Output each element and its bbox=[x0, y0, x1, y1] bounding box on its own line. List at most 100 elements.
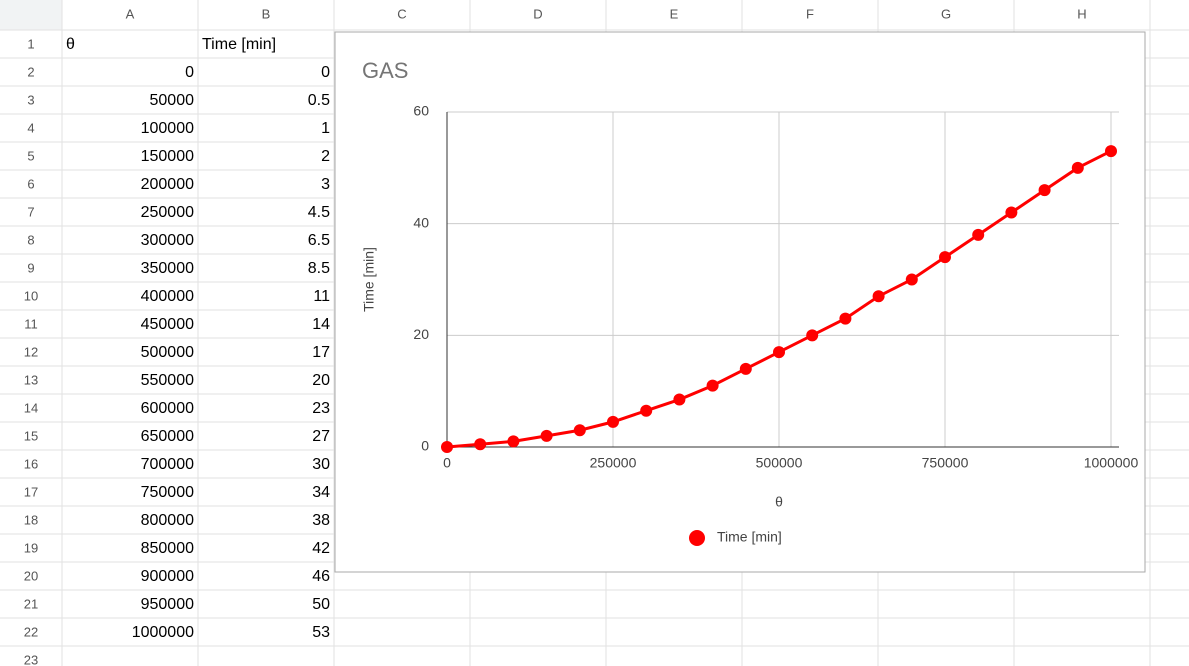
cell[interactable]: 350000 bbox=[141, 260, 194, 277]
row-number[interactable]: 13 bbox=[24, 372, 38, 387]
row-number[interactable]: 11 bbox=[24, 316, 38, 331]
cell[interactable]: 8.5 bbox=[308, 260, 330, 277]
row-number[interactable]: 4 bbox=[27, 120, 34, 135]
cell[interactable]: Time [min] bbox=[202, 36, 276, 53]
y-tick-label: 20 bbox=[413, 326, 429, 342]
cell[interactable]: 850000 bbox=[141, 540, 194, 557]
row-number[interactable]: 22 bbox=[24, 624, 38, 639]
cell[interactable]: 150000 bbox=[141, 148, 194, 165]
data-point bbox=[540, 429, 553, 442]
data-point bbox=[507, 435, 520, 448]
y-tick-label: 0 bbox=[421, 438, 429, 454]
data-point bbox=[839, 312, 852, 325]
cell[interactable]: 300000 bbox=[141, 232, 194, 249]
cell[interactable]: 53 bbox=[312, 624, 330, 641]
cell[interactable]: 650000 bbox=[141, 428, 194, 445]
cell[interactable]: 42 bbox=[312, 540, 330, 557]
row-number[interactable]: 23 bbox=[24, 652, 38, 666]
row-number[interactable]: 1 bbox=[27, 36, 34, 51]
column-header[interactable]: G bbox=[941, 6, 951, 21]
row-number[interactable]: 10 bbox=[24, 288, 38, 303]
column-header[interactable]: H bbox=[1077, 6, 1086, 21]
legend-marker[interactable] bbox=[689, 530, 705, 546]
cell[interactable]: 1000000 bbox=[132, 624, 194, 641]
cell[interactable]: 400000 bbox=[141, 288, 194, 305]
x-axis-label: θ bbox=[775, 494, 783, 510]
y-tick-label: 60 bbox=[413, 103, 429, 119]
cell[interactable]: 600000 bbox=[141, 400, 194, 417]
data-point bbox=[1038, 184, 1051, 197]
row-number[interactable]: 14 bbox=[24, 400, 38, 415]
cell[interactable]: 30 bbox=[312, 456, 330, 473]
column-header[interactable]: F bbox=[806, 6, 814, 21]
cell[interactable]: 3 bbox=[321, 176, 330, 193]
row-number[interactable]: 15 bbox=[24, 428, 38, 443]
column-header[interactable]: B bbox=[262, 6, 271, 21]
row-number[interactable]: 3 bbox=[27, 92, 34, 107]
cell[interactable]: 50 bbox=[312, 596, 330, 613]
cell[interactable]: 27 bbox=[312, 428, 330, 445]
cell[interactable]: 46 bbox=[312, 568, 330, 585]
legend-label[interactable]: Time [min] bbox=[717, 529, 782, 545]
cell[interactable]: 750000 bbox=[141, 484, 194, 501]
data-point bbox=[972, 228, 985, 241]
corner-cell[interactable] bbox=[0, 0, 62, 30]
x-tick-label: 0 bbox=[443, 455, 451, 471]
cell[interactable]: 100000 bbox=[141, 120, 194, 137]
data-point bbox=[905, 273, 918, 286]
row-number[interactable]: 18 bbox=[24, 512, 38, 527]
cell[interactable]: 6.5 bbox=[308, 232, 330, 249]
row-number[interactable]: 20 bbox=[24, 568, 38, 583]
data-point bbox=[1005, 206, 1018, 219]
cell[interactable]: 50000 bbox=[150, 92, 195, 109]
cell[interactable]: 34 bbox=[312, 484, 330, 501]
row-number[interactable]: 16 bbox=[24, 456, 38, 471]
cell[interactable]: 250000 bbox=[141, 204, 194, 221]
cell[interactable]: 4.5 bbox=[308, 204, 330, 221]
row-number[interactable]: 5 bbox=[27, 148, 34, 163]
cell[interactable]: 900000 bbox=[141, 568, 194, 585]
data-point bbox=[1071, 161, 1084, 174]
data-point bbox=[739, 362, 752, 375]
column-header[interactable]: C bbox=[397, 6, 406, 21]
row-number[interactable]: 19 bbox=[24, 540, 38, 555]
data-point bbox=[640, 404, 653, 417]
data-point bbox=[474, 438, 487, 451]
chart-frame[interactable] bbox=[334, 31, 1146, 573]
row-number[interactable]: 21 bbox=[24, 596, 38, 611]
row-number[interactable]: 9 bbox=[27, 260, 34, 275]
cell[interactable]: θ bbox=[66, 36, 75, 53]
cell[interactable]: 20 bbox=[312, 372, 330, 389]
cell[interactable]: 23 bbox=[312, 400, 330, 417]
cell[interactable]: 800000 bbox=[141, 512, 194, 529]
column-header[interactable]: D bbox=[533, 6, 542, 21]
row-number[interactable]: 2 bbox=[27, 64, 34, 79]
cell[interactable]: 1 bbox=[321, 120, 330, 137]
x-tick-label: 250000 bbox=[590, 455, 637, 471]
cell[interactable]: 17 bbox=[312, 344, 330, 361]
data-point bbox=[1105, 145, 1117, 158]
row-number[interactable]: 12 bbox=[24, 344, 38, 359]
cell[interactable]: 500000 bbox=[141, 344, 194, 361]
cell[interactable]: 700000 bbox=[141, 456, 194, 473]
row-number[interactable]: 8 bbox=[27, 232, 34, 247]
cell[interactable]: 450000 bbox=[141, 316, 194, 333]
row-number[interactable]: 6 bbox=[27, 176, 34, 191]
cell[interactable]: 0 bbox=[185, 64, 194, 81]
cell[interactable]: 38 bbox=[312, 512, 330, 529]
cell[interactable]: 550000 bbox=[141, 372, 194, 389]
cell[interactable]: 0 bbox=[321, 64, 330, 81]
cell[interactable]: 0.5 bbox=[308, 92, 330, 109]
cell[interactable]: 11 bbox=[313, 288, 330, 305]
cell[interactable]: 950000 bbox=[141, 596, 194, 613]
chart-title: GAS bbox=[362, 58, 408, 83]
row-number[interactable]: 17 bbox=[24, 484, 38, 499]
column-header[interactable]: A bbox=[126, 6, 135, 21]
cell[interactable]: 14 bbox=[312, 316, 330, 333]
cell[interactable]: 200000 bbox=[141, 176, 194, 193]
cell[interactable]: 2 bbox=[321, 148, 330, 165]
row-number[interactable]: 7 bbox=[27, 204, 34, 219]
column-header[interactable]: E bbox=[670, 6, 679, 21]
data-point bbox=[673, 393, 686, 406]
